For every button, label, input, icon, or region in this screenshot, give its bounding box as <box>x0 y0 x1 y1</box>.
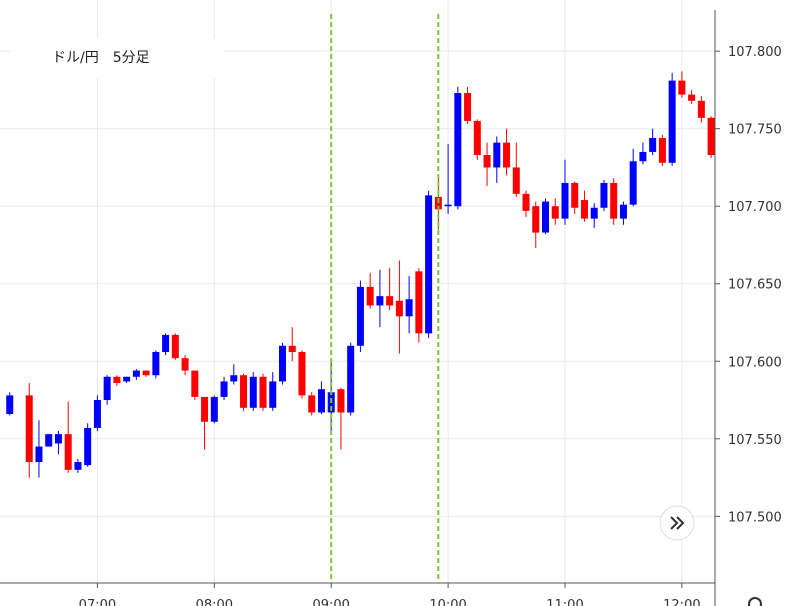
candle-body <box>132 370 140 377</box>
candle-body <box>152 351 160 376</box>
candle-body <box>162 334 170 352</box>
candle-body <box>522 193 530 211</box>
candle-body <box>386 296 394 306</box>
candle-body <box>288 345 296 352</box>
candle-body <box>54 434 62 444</box>
candle-body <box>649 137 657 152</box>
x-tick-label: 12:00 <box>663 598 700 606</box>
x-tick-label: 08:00 <box>196 598 233 606</box>
y-tick-label: 107.500 <box>728 510 782 525</box>
candle-body <box>278 345 286 382</box>
candle-body <box>84 427 92 466</box>
candle-body <box>220 381 228 397</box>
candle-body <box>415 271 423 334</box>
candle-body <box>658 137 666 163</box>
candle-body <box>356 286 364 346</box>
candle-body <box>571 182 579 208</box>
x-tick-label: 11:00 <box>546 598 583 606</box>
candle-body <box>171 334 179 359</box>
candle-body <box>35 446 43 463</box>
y-tick-label: 107.750 <box>728 123 782 138</box>
candle-body <box>561 182 569 219</box>
candle-body <box>240 375 248 408</box>
scroll-icon[interactable] <box>670 516 685 530</box>
candle-body <box>25 395 33 463</box>
candle-body <box>619 204 627 219</box>
candle-body <box>376 296 384 306</box>
candle-body <box>493 142 501 168</box>
candle-body <box>6 395 14 414</box>
candle-body <box>405 299 413 317</box>
x-tick-label: 09:00 <box>312 598 349 606</box>
candle-body <box>210 396 218 422</box>
candle-body <box>512 167 520 194</box>
candle-body <box>532 206 540 233</box>
candle-body <box>366 286 374 306</box>
candle-body <box>269 381 277 408</box>
candle-body <box>473 120 481 156</box>
candle-body <box>191 370 199 397</box>
candle-body <box>707 117 715 156</box>
candle-body <box>590 207 598 219</box>
candle-body <box>551 206 559 219</box>
candle-body <box>181 358 189 371</box>
candle-body <box>503 142 511 168</box>
candle-body <box>74 462 82 470</box>
candle-body <box>317 389 325 413</box>
gear-icon[interactable] <box>748 597 762 606</box>
grid <box>0 0 715 583</box>
candle-body <box>337 389 345 413</box>
x-tick-label: 07:00 <box>79 598 116 606</box>
candle-body <box>259 376 267 408</box>
candle-body <box>464 93 472 121</box>
candle-body <box>639 151 647 162</box>
candle-body <box>454 93 462 207</box>
candle-body <box>64 434 72 470</box>
candle-body <box>45 434 53 447</box>
candle-body <box>610 182 618 219</box>
candle-body <box>668 80 676 163</box>
candle-body <box>434 196 442 210</box>
candle-body <box>230 375 238 382</box>
candle-body <box>678 80 686 95</box>
candle-body <box>688 94 696 101</box>
title-box <box>10 38 225 78</box>
candle-body <box>123 376 131 382</box>
candle-body <box>580 200 588 219</box>
candle-body <box>308 395 316 413</box>
candle-body <box>629 161 637 205</box>
candle-body <box>201 396 209 422</box>
x-tick-label: 10:00 <box>429 598 466 606</box>
y-tick-label: 107.650 <box>728 278 782 293</box>
candle-body <box>298 351 306 396</box>
y-tick-label: 107.550 <box>728 433 782 448</box>
settings-button[interactable] <box>748 597 762 606</box>
candle-body <box>93 400 101 428</box>
scroll-button[interactable] <box>659 505 695 541</box>
y-tick-label: 107.800 <box>728 45 782 60</box>
candle-body <box>113 376 121 383</box>
y-tick-label: 107.600 <box>728 355 782 370</box>
candle-body <box>444 204 452 207</box>
candle-body <box>347 345 355 413</box>
candle-body <box>425 195 433 334</box>
candle-body <box>483 155 491 168</box>
candles <box>6 71 715 478</box>
candle-body <box>103 376 111 401</box>
candle-body <box>542 201 550 233</box>
y-tick-label: 107.700 <box>728 200 782 215</box>
candle-body <box>600 182 608 208</box>
candle-body <box>697 100 705 118</box>
candle-body <box>142 370 150 376</box>
chart-title: ドル/円 5分足 <box>52 50 150 66</box>
candle-body <box>395 300 403 317</box>
candle-body <box>249 376 257 408</box>
